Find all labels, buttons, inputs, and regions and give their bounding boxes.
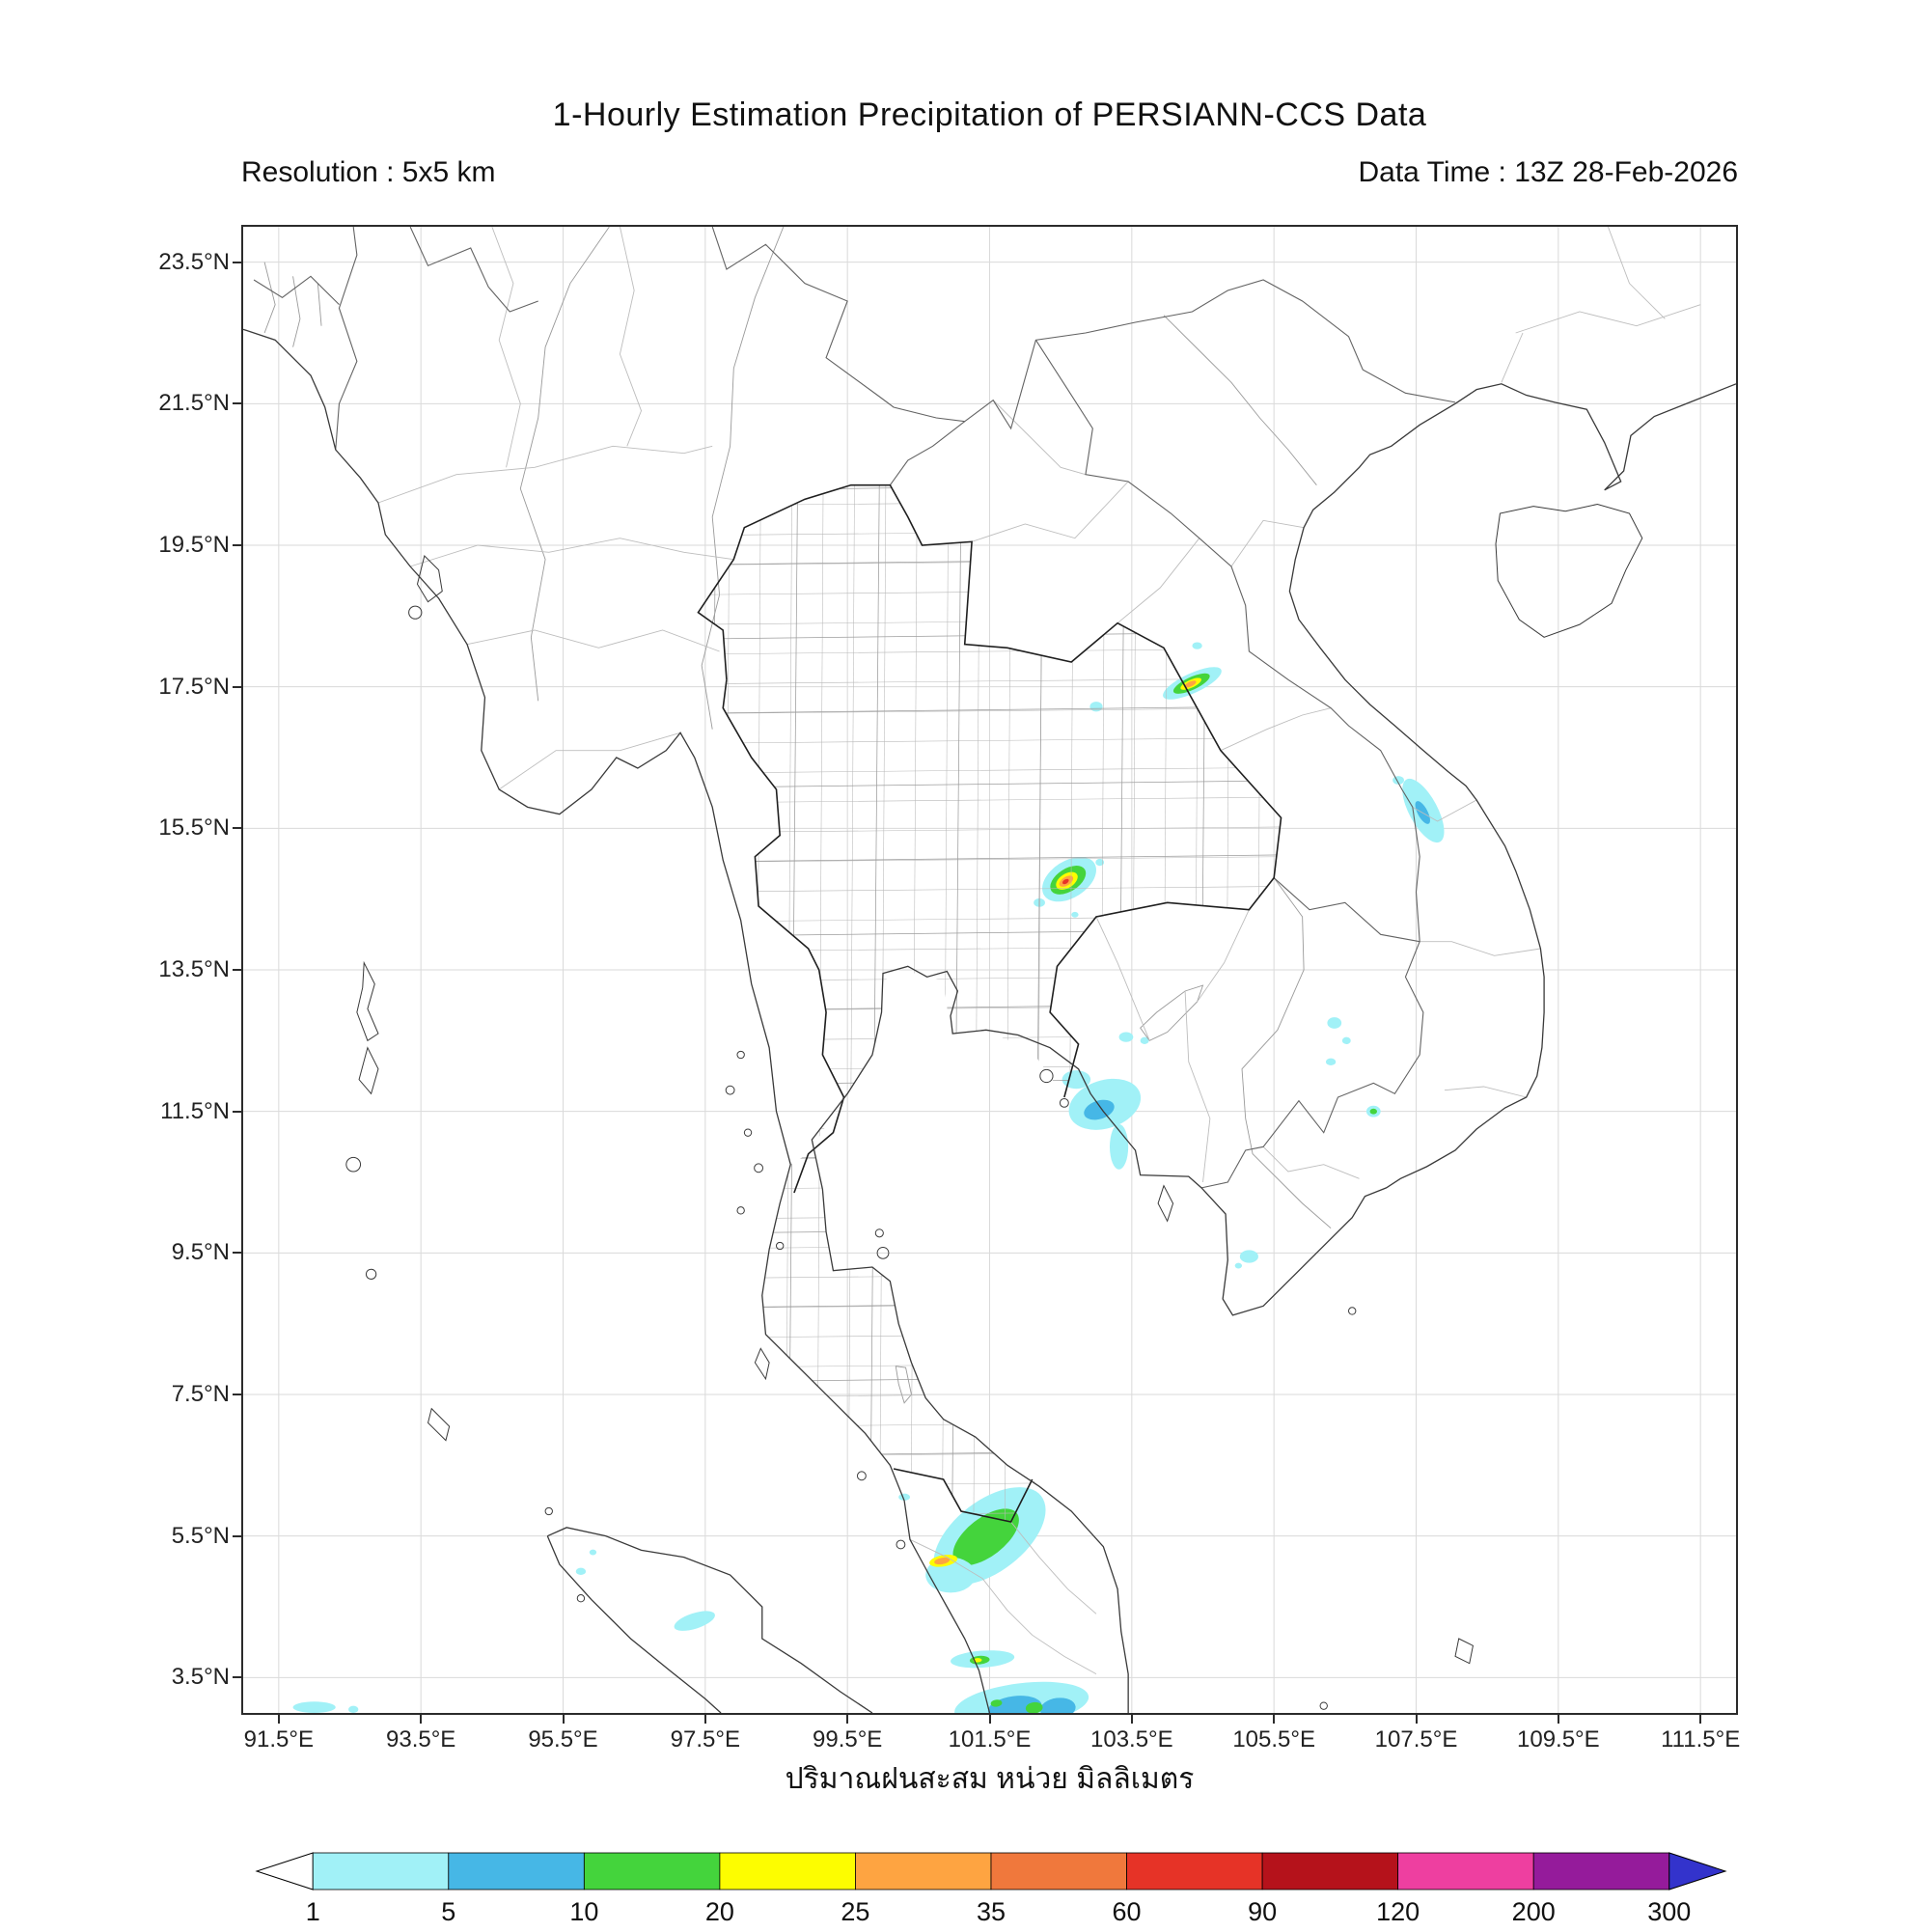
lon-tick-mark xyxy=(420,1715,423,1724)
subtitle-row: Resolution : 5x5 km Data Time : 13Z 28-F… xyxy=(241,156,1738,189)
coastline-layer xyxy=(243,329,1736,1713)
lon-tick-mark xyxy=(703,1715,706,1724)
colorbar-segment xyxy=(1261,1852,1399,1891)
lon-tick-label: 95.5°E xyxy=(528,1726,598,1753)
data-time-label: Data Time : 13Z 28-Feb-2026 xyxy=(1358,156,1738,188)
lat-tick-mark xyxy=(233,1110,241,1113)
lat-tick-mark xyxy=(233,827,241,830)
map-panel: 23.5°N 21.5°N 19.5°N 17.5°N 15.5°N 13.5°N 11.5… xyxy=(158,225,1740,1753)
lon-tick-label: 101.5°E xyxy=(948,1726,1032,1753)
colorbar-tick-label: 300 xyxy=(1647,1897,1692,1926)
lon-tick-label: 99.5°E xyxy=(812,1726,883,1753)
precip-gulf-blob xyxy=(1068,1078,1142,1130)
lat-tick-label: 13.5°N xyxy=(158,956,230,982)
colorbar-segment xyxy=(448,1852,585,1891)
lon-tick-label: 107.5°E xyxy=(1374,1726,1458,1753)
precipitation-layer xyxy=(292,642,1445,1713)
resolution-label: Resolution : 5x5 km xyxy=(241,156,496,188)
colorbar-segment xyxy=(990,1852,1127,1891)
colorbar-segment xyxy=(1126,1852,1263,1891)
lat-tick-mark xyxy=(233,544,241,546)
lat-tick-mark xyxy=(233,1676,241,1679)
colorbar-caption: ปริมาณฝนสะสม หน่วย มิลลิเมตร xyxy=(785,1763,1195,1795)
lat-tick-label: 15.5°N xyxy=(158,814,230,842)
colorbar-tick-label: 35 xyxy=(976,1897,1006,1926)
colorbar-tick-label: 10 xyxy=(569,1897,599,1926)
colorbar-tick-label: 200 xyxy=(1511,1897,1556,1926)
lon-tick-mark xyxy=(562,1715,565,1724)
lat-tick-label: 9.5°N xyxy=(171,1239,230,1266)
lon-tick-label: 105.5°E xyxy=(1232,1726,1315,1753)
lat-tick-mark xyxy=(233,402,241,405)
colorbar-tick-label: 5 xyxy=(441,1897,456,1926)
lon-tick-label: 97.5°E xyxy=(670,1726,740,1753)
province-boundaries-neighbors xyxy=(378,227,1700,1674)
lon-tick-label: 109.5°E xyxy=(1516,1726,1600,1753)
lat-tick-label: 19.5°N xyxy=(158,532,230,558)
colorbar-tick-label: 1 xyxy=(305,1897,320,1926)
lat-tick-label: 3.5°N xyxy=(171,1664,230,1691)
colorbar-svg xyxy=(255,1852,1727,1891)
lon-tick-mark xyxy=(1415,1715,1418,1724)
lat-tick-label: 23.5°N xyxy=(158,248,230,275)
graticule-layer xyxy=(243,227,1736,1713)
colorbar-tick-label: 25 xyxy=(841,1897,870,1926)
colorbar-segment xyxy=(719,1852,856,1891)
lon-tick-label: 111.5°E xyxy=(1661,1726,1741,1753)
precip-vietnam-coast xyxy=(1402,778,1445,843)
lat-tick-mark xyxy=(233,1394,241,1395)
lat-tick-label: 5.5°N xyxy=(171,1522,230,1549)
lon-tick-mark xyxy=(1557,1715,1559,1724)
lat-tick-label: 11.5°N xyxy=(160,1097,230,1124)
colorbar-segment xyxy=(855,1852,992,1891)
lat-tick-mark xyxy=(233,1534,241,1537)
lat-tick-mark xyxy=(233,685,241,688)
lon-tick-mark xyxy=(846,1715,849,1724)
colorbar-segment xyxy=(583,1852,721,1891)
lat-tick-mark xyxy=(233,261,241,263)
lon-tick-mark xyxy=(1130,1715,1133,1724)
rivers-layer xyxy=(264,227,1331,1403)
colorbar-segment xyxy=(1397,1852,1534,1891)
islands-layer xyxy=(346,504,1642,1709)
colorbar: 1 5 10 20 25 35 60 90 120 200 300 xyxy=(253,1851,1729,1932)
colorbar-tick-label: 90 xyxy=(1248,1897,1278,1926)
lon-tick-label: 91.5°E xyxy=(243,1726,314,1753)
lat-tick-label: 17.5°N xyxy=(158,673,230,700)
country-borders-layer xyxy=(254,227,1455,1188)
colorbar-segment xyxy=(1532,1852,1670,1891)
colorbar-tick-label: 60 xyxy=(1112,1897,1142,1926)
lon-tick-mark xyxy=(1273,1715,1276,1724)
page-title: 1-Hourly Estimation Precipitation of PER… xyxy=(552,97,1427,133)
map-svg xyxy=(243,227,1736,1713)
colorbar-tick-label: 120 xyxy=(1376,1897,1420,1926)
lon-tick-label: 93.5°E xyxy=(385,1726,456,1753)
lat-tick-label: 7.5°N xyxy=(171,1381,230,1407)
thailand-outline xyxy=(698,485,1281,1522)
lon-tick-label: 103.5°E xyxy=(1089,1726,1173,1753)
lon-tick-mark xyxy=(277,1715,280,1724)
colorbar-segment xyxy=(312,1852,450,1891)
lat-tick-mark xyxy=(233,1252,241,1255)
precip-malacca-band xyxy=(954,1681,1089,1713)
lat-tick-label: 21.5°N xyxy=(158,390,230,417)
precip-cell-central-thailand xyxy=(1042,856,1096,902)
precip-south-malaysia xyxy=(951,1650,1015,1669)
lon-tick-mark xyxy=(988,1715,991,1724)
lon-tick-mark xyxy=(1699,1715,1702,1724)
colorbar-tick-label: 20 xyxy=(704,1897,734,1926)
lat-tick-mark xyxy=(233,969,241,971)
